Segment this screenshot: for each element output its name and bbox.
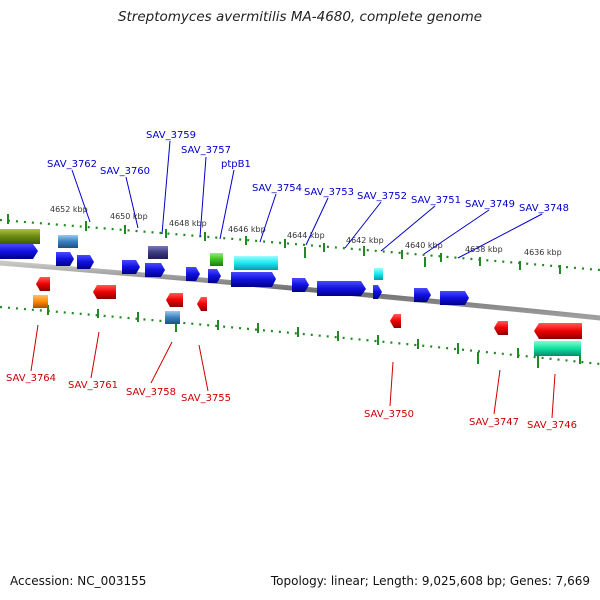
gene-slate[interactable] bbox=[148, 246, 168, 259]
ruler-label-4648: 4648 kbp bbox=[169, 219, 207, 228]
gene-steel[interactable] bbox=[58, 235, 78, 248]
gene-label-sav3761: SAV_3761 bbox=[68, 380, 118, 391]
ruler-label-4642: 4642 kbp bbox=[346, 236, 384, 245]
gene-label-sav3754: SAV_3754 bbox=[252, 183, 302, 194]
gene-teal[interactable] bbox=[534, 341, 581, 356]
ruler-ticks-lower bbox=[47, 305, 581, 368]
ruler-line-lower bbox=[0, 305, 600, 366]
ruler-label-4636: 4636 kbp bbox=[524, 248, 562, 257]
gene-arrow-red[interactable] bbox=[494, 321, 508, 335]
forward-strand-genes bbox=[0, 229, 469, 305]
gene-label-sav3764: SAV_3764 bbox=[6, 373, 56, 384]
gene-arrow-red[interactable] bbox=[93, 285, 116, 299]
gene-arrow-red[interactable] bbox=[390, 314, 401, 328]
ruler-label-4650: 4650 kbp bbox=[110, 212, 148, 221]
ruler-ticks-upper bbox=[7, 214, 561, 274]
gene-arrow-blue[interactable] bbox=[317, 281, 366, 296]
gene-arrow-blue[interactable] bbox=[145, 263, 165, 277]
forward-leader-lines bbox=[71, 140, 543, 259]
ruler-label-4644: 4644 kbp bbox=[287, 231, 325, 240]
gene-label-sav3755: SAV_3755 bbox=[181, 393, 231, 404]
reverse-strand-genes bbox=[33, 277, 582, 356]
gene-label-sav3762: SAV_3762 bbox=[47, 159, 97, 170]
genome-title: Streptomyces avermitilis MA-4680, comple… bbox=[117, 9, 483, 25]
gene-arrow-blue[interactable] bbox=[373, 285, 382, 299]
gene-label-sav3752: SAV_3752 bbox=[357, 191, 407, 202]
gene-label-sav3750: SAV_3750 bbox=[364, 409, 414, 420]
gene-arrow-red[interactable] bbox=[36, 277, 50, 291]
gene-label-sav3759: SAV_3759 bbox=[146, 130, 196, 141]
gene-label-sav3758: SAV_3758 bbox=[126, 387, 176, 398]
gene-label-ptpb1: ptpB1 bbox=[221, 159, 251, 170]
gene-arrow-blue[interactable] bbox=[0, 244, 38, 259]
gene-label-sav3746: SAV_3746 bbox=[527, 420, 577, 431]
gene-arrow-blue[interactable] bbox=[122, 260, 140, 274]
gene-arrow-blue[interactable] bbox=[186, 267, 200, 281]
gene-label-sav3749: SAV_3749 bbox=[465, 199, 515, 210]
reverse-leader-lines bbox=[30, 324, 556, 419]
gene-arrow-blue[interactable] bbox=[440, 291, 469, 305]
gene-orange[interactable] bbox=[33, 295, 48, 308]
accession-label: Accession: NC_003155 bbox=[10, 574, 147, 588]
gene-arrow-blue[interactable] bbox=[414, 288, 431, 302]
gene-arrow-red[interactable] bbox=[166, 293, 183, 307]
ruler-label-4646: 4646 kbp bbox=[228, 225, 266, 234]
gene-arrow-blue[interactable] bbox=[292, 278, 309, 292]
gene-label-sav3753: SAV_3753 bbox=[304, 187, 354, 198]
ruler-label-4638: 4638 kbp bbox=[465, 245, 503, 254]
topology-label: Topology: linear; Length: 9,025,608 bp; … bbox=[270, 574, 590, 588]
ruler-label-4640: 4640 kbp bbox=[405, 241, 443, 250]
ruler-label-4652: 4652 kbp bbox=[50, 205, 88, 214]
gene-label-sav3748: SAV_3748 bbox=[519, 203, 569, 214]
gene-label-sav3760: SAV_3760 bbox=[100, 166, 150, 177]
gene-arrow-blue[interactable] bbox=[208, 269, 221, 283]
gene-arrow-red[interactable] bbox=[197, 297, 207, 311]
gene-cyan-small[interactable] bbox=[374, 268, 383, 280]
gene-label-sav3757: SAV_3757 bbox=[181, 145, 231, 156]
gene-steel-lower[interactable] bbox=[165, 311, 180, 324]
gene-arrow-blue[interactable] bbox=[231, 272, 276, 287]
gene-arrow-blue[interactable] bbox=[77, 255, 94, 269]
gene-arrow-blue[interactable] bbox=[56, 252, 74, 266]
gene-cyan-large[interactable] bbox=[234, 256, 278, 270]
gene-green[interactable] bbox=[210, 253, 223, 266]
gene-olive[interactable] bbox=[0, 229, 40, 244]
gene-label-sav3747: SAV_3747 bbox=[469, 417, 519, 428]
gene-arrow-red[interactable] bbox=[534, 323, 582, 339]
gene-label-sav3751: SAV_3751 bbox=[411, 195, 461, 206]
